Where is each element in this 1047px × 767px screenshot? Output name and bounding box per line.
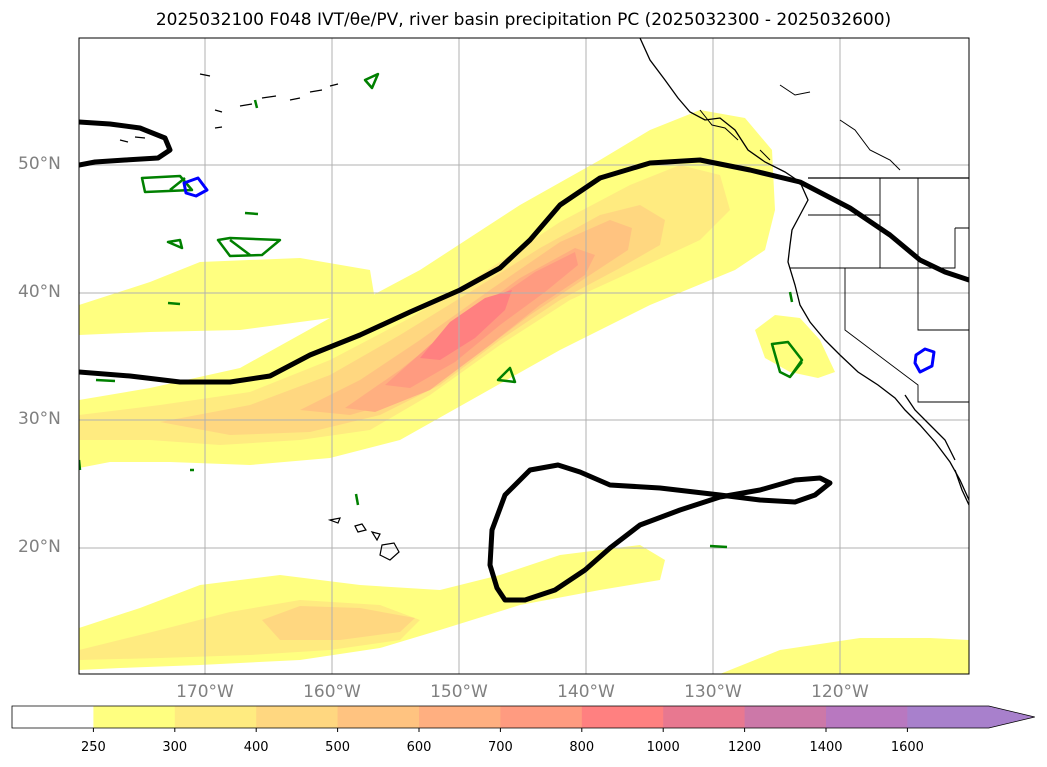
pv-contours [79, 119, 969, 603]
lon-label-160w: 160°W [303, 682, 361, 702]
colorbar-segment [419, 706, 501, 728]
lat-label-50n: 50°N [18, 154, 61, 174]
theta-e-contour-4 [244, 211, 259, 216]
colorbar-tick-label: 1000 [646, 740, 680, 755]
colorbar-tick-label: 1600 [890, 740, 924, 755]
colorbar-tick-label: 400 [243, 740, 269, 755]
ivt-800-area [420, 290, 512, 360]
theta-e-contour-2 [216, 236, 282, 258]
theta-e-contour-5 [253, 99, 259, 109]
state-borders [790, 178, 969, 403]
colorbar-segment [93, 706, 176, 728]
precip-contour-1 [182, 176, 209, 198]
aleutian-islands [119, 73, 339, 143]
colorbar-tick-label: 700 [487, 740, 513, 755]
pv-contour-main [79, 157, 969, 385]
colorbar-segment [12, 706, 94, 728]
lon-label-150w: 150°W [430, 682, 488, 702]
colorbar-segment [581, 706, 664, 728]
ivt-250-area-west [79, 258, 375, 335]
precip-contours [182, 176, 936, 374]
theta-e-contour-12 [709, 544, 728, 549]
colorbar-outline [11, 705, 1035, 729]
bc-coast-islands [699, 84, 901, 171]
colorbar-extend-arrow [907, 706, 1035, 728]
lon-label-120w: 120°W [811, 682, 869, 702]
precip-contour-2 [913, 347, 936, 374]
theta-e-contour-10 [354, 493, 360, 506]
coastlines [119, 38, 969, 561]
theta-e-contours [79, 72, 804, 549]
colorbar-tick-label: 1400 [809, 740, 843, 755]
colorbar-segment [337, 706, 420, 728]
alaska-coast [639, 38, 969, 501]
colorbar-segment [826, 706, 908, 728]
theta-e-contour-8 [95, 378, 116, 383]
colorbar [11, 705, 1035, 732]
colorbar-segment [174, 706, 257, 728]
theta-e-contour-1 [140, 174, 194, 194]
colorbar-segment [500, 706, 583, 728]
theta-e-contour-6 [363, 72, 380, 90]
colorbar-tick-label: 300 [162, 740, 188, 755]
theta-e-contour-3 [166, 238, 184, 250]
lon-label-130w: 130°W [684, 682, 742, 702]
lat-label-30n: 30°N [18, 409, 61, 429]
colorbar-tick-label: 800 [569, 740, 595, 755]
baja-coast [904, 394, 956, 461]
lat-label-20n: 20°N [18, 537, 61, 557]
theta-e-contour-9 [496, 366, 517, 384]
hawaii-islands [327, 517, 400, 561]
ivt-250-area-se [720, 638, 969, 674]
theta-e-contour-7 [167, 301, 181, 306]
pv-contour-northwest [79, 119, 173, 168]
lat-label-40n: 40°N [18, 282, 61, 302]
theta-e-contour-11 [770, 340, 804, 379]
colorbar-segment [256, 706, 339, 728]
ivt-400-area-south [262, 606, 415, 640]
colorbar-tick-label: 500 [325, 740, 350, 755]
ivt-250-area-ca [755, 315, 835, 378]
lon-label-170w: 170°W [176, 682, 234, 702]
theta-e-contour-15 [788, 291, 794, 303]
colorbar-segment [744, 706, 827, 728]
colorbar-tick-label: 250 [80, 740, 106, 755]
pv-contour-closed [487, 462, 833, 603]
colorbar-tick-label: 600 [406, 740, 432, 755]
lon-label-140w: 140°W [557, 682, 615, 702]
plot-title: 2025032100 F048 IVT/θe/PV, river basin p… [155, 10, 892, 30]
colorbar-segment [663, 706, 746, 728]
map-frame [78, 37, 970, 675]
mexico-coast [954, 469, 969, 506]
colorbar-tick-label: 1200 [728, 740, 762, 755]
